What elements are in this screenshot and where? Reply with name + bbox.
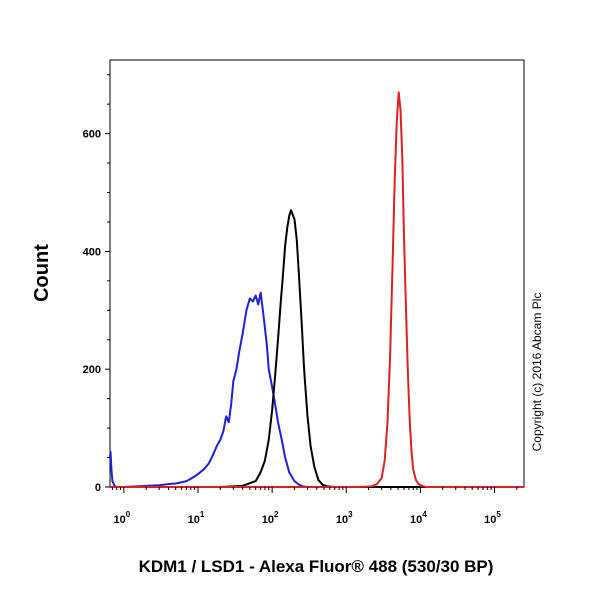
x-tick-label: 101 <box>188 510 205 526</box>
x-tick-label: 102 <box>262 510 279 526</box>
series-layer <box>109 91 524 488</box>
y-axis-label: Count <box>31 244 53 302</box>
x-axis: 100 101 102 103 104 105 <box>111 487 518 526</box>
x-tick-label: 105 <box>484 510 501 526</box>
series-line-2 <box>110 209 524 488</box>
x-tick-label: 104 <box>410 510 427 526</box>
y-axis: 0 200 400 600 <box>83 74 110 494</box>
x-tick-label: 100 <box>114 510 131 526</box>
x-axis-label: KDM1 / LSD1 - Alexa Fluor® 488 (530/30 B… <box>139 557 494 576</box>
y-tick-label: 400 <box>83 246 101 258</box>
y-tick-label: 600 <box>83 129 101 141</box>
series-line-3 <box>110 91 524 488</box>
y-tick-label: 0 <box>95 482 101 494</box>
plot-frame <box>109 59 525 488</box>
copyright-text: Copyright (c) 2016 Abcam Plc <box>530 293 544 452</box>
series-line-1 <box>109 291 524 488</box>
y-tick-label: 200 <box>83 364 101 376</box>
x-tick-label: 103 <box>336 510 353 526</box>
plot-border <box>109 59 525 488</box>
